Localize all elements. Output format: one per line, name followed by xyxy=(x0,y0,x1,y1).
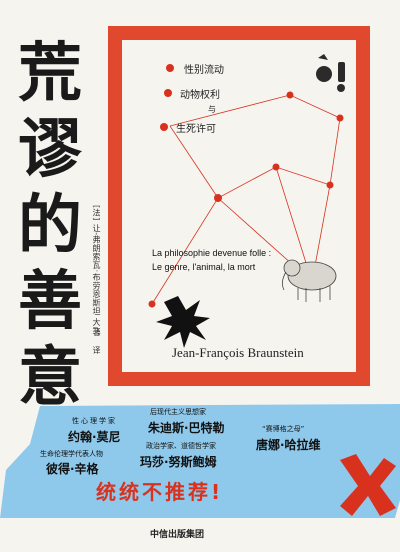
title-char: 荒 xyxy=(18,37,82,111)
title-char: 的 xyxy=(18,189,82,263)
topic-dot xyxy=(166,64,174,72)
topic-death: 生死许可 xyxy=(176,124,216,135)
author-name-text: [法] 让-弗朗索瓦·布劳恩斯坦 xyxy=(92,205,101,316)
topic-dot xyxy=(164,89,172,97)
title-char: 意 xyxy=(18,341,82,415)
french-title-line2: Le genre, l'animal, la mort xyxy=(152,262,256,272)
topic-dot xyxy=(160,123,168,131)
sticker-label: 政治学家、道德哲学家 xyxy=(146,442,216,450)
translator-role: 译 xyxy=(92,345,101,355)
translator: 大飞 译 xyxy=(91,318,102,355)
sticker-name: 朱迪斯·巴特勒 xyxy=(148,421,225,435)
exclamation-fragment-icon xyxy=(316,54,345,92)
sticker-name: 玛莎·努斯鲍姆 xyxy=(140,455,217,469)
author-latin-name: Jean-François Braunstein xyxy=(172,345,304,360)
author-role: 著 xyxy=(92,328,101,337)
book-title: 荒 谬 的 善 意 xyxy=(18,36,82,416)
title-char: 谬 xyxy=(18,113,82,187)
sticker-label: 生命伦理学代表人物 xyxy=(40,450,103,458)
translator-name: 大飞 xyxy=(92,318,101,336)
red-x-icon xyxy=(340,454,396,516)
topic-animal: 动物权利 xyxy=(180,90,220,101)
sticker-label: “赛博格之母” xyxy=(262,425,305,433)
french-title-line1: La philosophie devenue folle : xyxy=(152,248,272,258)
author-name: [法] 让-弗朗索瓦·布劳恩斯坦 著 xyxy=(91,205,102,337)
topic-and: 与 xyxy=(208,105,216,114)
red-frame xyxy=(108,26,370,386)
title-char: 善 xyxy=(18,265,82,339)
topic-gender: 性别流动 xyxy=(184,65,224,76)
ink-splat-icon xyxy=(156,296,210,348)
blue-sticker xyxy=(0,404,400,518)
publisher-name: 中信出版集团 xyxy=(150,530,205,540)
sticker-slogan: 统统不推荐! xyxy=(96,480,224,504)
sticker-label: 性心理学家 xyxy=(72,417,117,425)
french-title: La philosophie devenue folle : Le genre,… xyxy=(152,246,271,274)
sticker-name: 彼得·辛格 xyxy=(46,462,99,476)
elephant-sketch-icon xyxy=(282,259,337,302)
sticker-label: 后现代主义思想家 xyxy=(150,408,206,416)
sticker-name: 约翰·莫尼 xyxy=(68,430,121,444)
sticker-name: 唐娜·哈拉维 xyxy=(256,438,321,452)
